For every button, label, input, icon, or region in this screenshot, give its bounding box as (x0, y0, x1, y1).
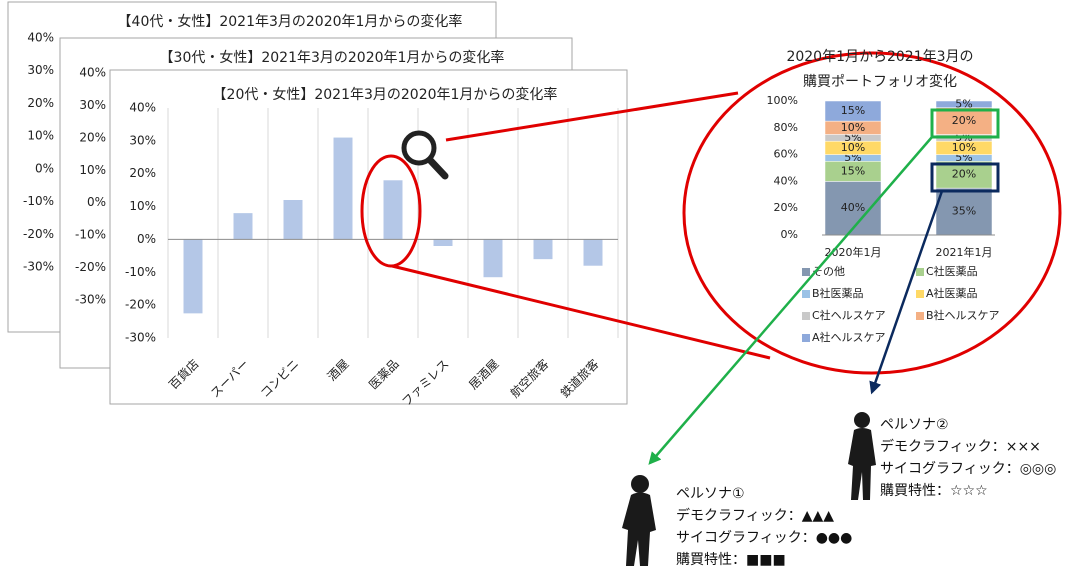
data-label: 5% (955, 97, 972, 110)
legend-swatch (802, 334, 810, 342)
legend-swatch (916, 268, 924, 276)
chart-title: 【20代・女性】2021年3月の2020年1月からの変化率 (213, 86, 558, 103)
data-label: 15% (841, 104, 865, 117)
persona-name: ペルソナ② (880, 417, 949, 433)
y-tick-label: 0% (87, 195, 106, 209)
y-tick-label: 30% (129, 133, 156, 147)
bar (284, 200, 303, 239)
y-tick-label: 30% (79, 98, 106, 112)
legend-swatch (916, 290, 924, 298)
y-tick-label: -30% (125, 331, 156, 345)
bar (584, 239, 603, 265)
y-tick-label: 80% (774, 121, 798, 134)
y-tick-label: 60% (774, 148, 798, 161)
y-tick-label: -30% (23, 260, 54, 274)
y-tick-label: 40% (27, 31, 54, 45)
chart-title: 【40代・女性】2021年3月の2020年1月からの変化率 (118, 13, 463, 30)
y-tick-label: 10% (27, 129, 54, 143)
chart-stack: 【40代・女性】2021年3月の2020年1月からの変化率 40% 30% 20% 10… (8, 2, 627, 409)
y-tick-label: -20% (23, 227, 54, 241)
persona-attribute: デモクラフィック：××× (880, 438, 1041, 455)
legend-label: B社医薬品 (812, 286, 864, 300)
data-label: 35% (952, 205, 976, 218)
legend-swatch (916, 312, 924, 320)
chart-title: 2020年1月から2021年3月の (786, 49, 973, 65)
y-tick-label: 10% (129, 199, 156, 213)
x-tick-label: 2021年1月 (936, 245, 993, 259)
bar (234, 213, 253, 239)
y-tick-label: -20% (125, 298, 156, 312)
bar (334, 138, 353, 240)
data-label: 20% (952, 114, 976, 127)
y-tick-label: 0% (781, 228, 798, 241)
y-tick-label: 0% (137, 232, 156, 246)
chart-title: 【30代・女性】2021年3月の2020年1月からの変化率 (160, 49, 505, 66)
y-tick-label: 0% (35, 161, 54, 175)
y-tick-label: -20% (75, 260, 106, 274)
persona-name: ペルソナ① (676, 486, 745, 502)
legend-label: B社ヘルスケア (926, 308, 1000, 322)
legend-label: C社医薬品 (926, 264, 978, 278)
y-tick-label: -10% (23, 194, 54, 208)
diagram: 【40代・女性】2021年3月の2020年1月からの変化率 40% 30% 20% 10… (0, 0, 1073, 566)
legend-label: C社ヘルスケア (812, 308, 886, 322)
persona-attribute: 購買特性：☆☆☆ (880, 483, 988, 499)
chart-title: 購買ポートフォリオ変化 (803, 73, 957, 90)
y-tick-label: 40% (774, 174, 798, 187)
persona-silhouette (622, 475, 656, 566)
y-tick-label: 10% (79, 163, 106, 177)
legend-swatch (802, 290, 810, 298)
persona-attribute: サイコグラフィック：◎◎◎ (880, 461, 1056, 477)
y-tick-label: 40% (129, 101, 156, 115)
persona-attribute: デモクラフィック：▲▲▲ (676, 507, 834, 524)
y-tick-label: 40% (79, 66, 106, 80)
persona-silhouette (848, 412, 876, 500)
legend-label: A社医薬品 (926, 286, 978, 300)
y-tick-label: 20% (774, 201, 798, 214)
y-tick-label: 20% (129, 166, 156, 180)
y-tick-label: 30% (27, 63, 54, 77)
y-tick-label: -30% (75, 293, 106, 307)
bar (434, 239, 453, 246)
legend-label: A社ヘルスケア (812, 330, 886, 344)
legend-swatch (802, 312, 810, 320)
data-label: 15% (841, 164, 865, 177)
bar (184, 239, 203, 313)
legend-swatch (802, 268, 810, 276)
data-label: 20% (952, 168, 976, 181)
persona-attribute: 購買特性：■■■ (676, 552, 786, 566)
bar (484, 239, 503, 277)
data-label: 10% (841, 121, 865, 134)
y-tick-label: 100% (767, 94, 798, 107)
bar (384, 180, 403, 239)
y-tick-label: -10% (125, 265, 156, 279)
y-tick-label: 20% (79, 130, 106, 144)
y-tick-label: -10% (75, 228, 106, 242)
bar (534, 239, 553, 259)
data-label: 40% (841, 201, 865, 214)
y-tick-label: 20% (27, 96, 54, 110)
persona-attribute: サイコグラフィック：●●● (676, 530, 852, 546)
